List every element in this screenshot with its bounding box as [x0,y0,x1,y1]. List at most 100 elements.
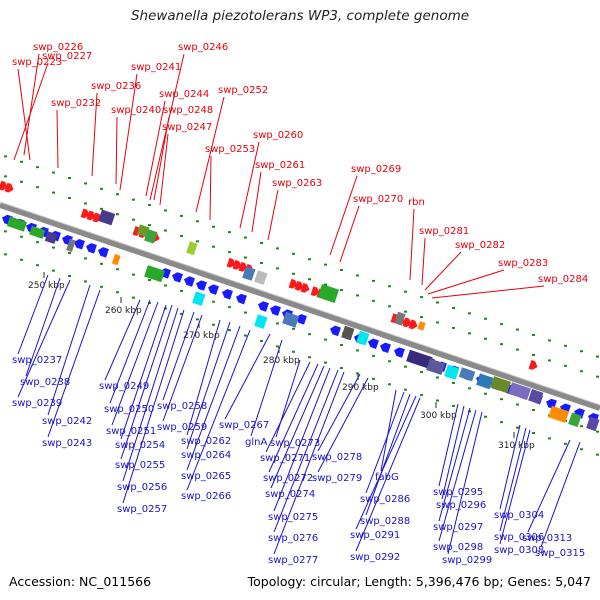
leader-line-bottom [122,309,185,504]
track-dot [164,209,167,212]
reverse-gene-arrow [380,342,391,354]
feature-box [586,416,600,432]
forward-gene-arrow [310,286,320,297]
forward-gene-arrow [86,210,96,221]
feature-box [406,349,433,369]
track-dot [244,311,247,314]
accession-text: Accession: NC_011566 [9,574,152,589]
leader-line-top [119,73,138,191]
track-dot [228,231,231,234]
gene-label-top: swp_0261 [255,160,305,171]
track-dot [596,430,599,433]
gene-label-bottom: swp_0275 [268,512,318,523]
gene-label-bottom: swp_0288 [360,516,410,527]
track-dot [372,279,375,282]
feature-box [98,209,116,226]
feature-box [394,311,406,326]
track-dot [68,252,71,255]
track-dot [164,284,167,287]
track-dot [228,251,231,254]
track-dot [228,329,231,332]
track-dot [196,318,199,321]
track-dot [244,256,247,259]
track-dot [276,322,279,325]
track-dot [196,220,199,223]
gene-label-bottom: swp_0237 [12,355,62,366]
feature-box [476,373,494,390]
track-dot [516,426,519,429]
reverse-gene-arrow [74,239,85,250]
leader-line-top [115,116,118,185]
track-dot [100,285,103,288]
forward-gene-arrow [4,182,14,193]
forward-gene-arrow [226,257,236,268]
track-dot [532,431,535,434]
reverse-gene-arrow [222,289,233,300]
gene-label-bottom: swp_0239 [12,398,62,409]
reverse-gene-arrow [98,247,109,258]
track-dot [148,204,151,207]
backbone-line [0,202,600,411]
track-dot [132,198,135,201]
gene-label-bottom: swp_0251 [106,426,156,437]
feature-box [186,241,198,256]
reverse-gene-arrow [208,284,219,295]
track-dot [116,291,119,294]
gene-label-top: swp_0269 [351,164,401,175]
track-dot [596,355,599,358]
backbone-highlight [0,201,600,406]
track-dot [100,207,103,210]
leader-line-top [209,155,212,221]
track-dot [292,252,295,255]
feature-box [426,358,446,375]
track-dot [276,247,279,250]
track-dot [356,294,359,297]
forward-gene-arrow [294,280,304,291]
leader-line-bottom [540,441,581,548]
reverse-gene-arrow [330,325,341,337]
track-dot [116,213,119,216]
gene-label-top: swp_0248 [163,105,213,116]
track-dot [484,337,487,340]
track-dot [468,332,471,335]
gene-label-bottom: swp_0286 [360,494,410,505]
track-dot [52,191,55,194]
track-dot [420,394,423,397]
track-dot [484,392,487,395]
forward-gene-arrow [80,208,90,219]
gene-label-bottom: swp_0257 [117,504,167,515]
track-dot [116,268,119,271]
label-leader-lines [13,53,581,555]
track-dot [340,269,343,272]
track-dot [36,264,39,267]
track-dot [84,280,87,283]
leader-line-bottom [25,277,61,377]
feature-box [508,382,531,401]
leader-line-bottom [17,274,49,355]
track-dot [324,263,327,266]
kbp-tick-label: 300 kbp [420,411,457,421]
reverse-gene-arrow [258,301,269,312]
leader-line-bottom [355,395,417,530]
track-dot [244,334,247,337]
gene-label-bottom: swp_0238 [20,377,70,388]
track-dot [340,367,343,370]
track-dot [516,348,519,351]
gene-label-top: swp_0263 [272,178,322,189]
gene-label-top: swp_0232 [51,98,101,109]
gene-label-top: swp_0282 [455,240,505,251]
gene-label-bottom: swp_0267 [219,420,269,431]
leader-line-top [239,141,260,229]
leader-line-top [17,68,31,161]
track-dot [452,404,455,407]
track-dot [388,360,391,363]
track-dot [548,359,551,362]
track-dot [196,240,199,243]
leader-line-top [23,53,40,156]
gene-label-bottom: swp_0254 [115,440,165,451]
leader-line-bottom [268,363,319,473]
leader-line-bottom [499,429,531,545]
leader-line-bottom [186,319,221,436]
leader-line-bottom [224,333,271,420]
